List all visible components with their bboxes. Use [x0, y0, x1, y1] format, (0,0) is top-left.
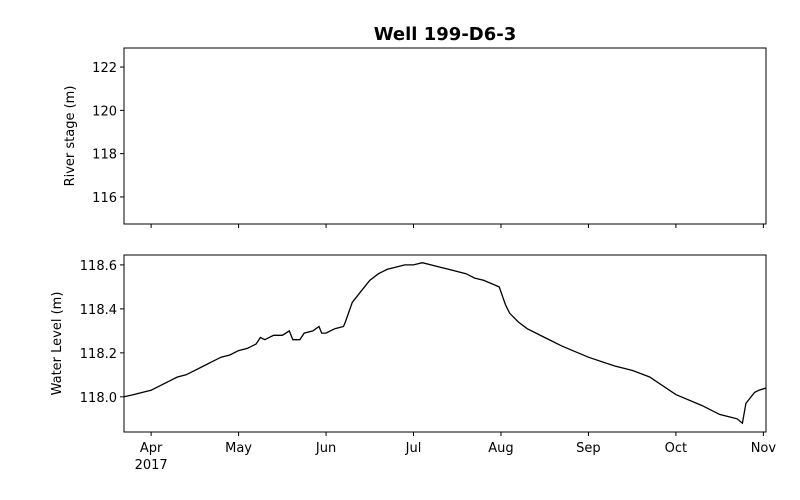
x-tick-label: Sep	[576, 441, 601, 456]
x-tick-label: May	[225, 441, 252, 456]
x-tick-label: Apr 2017	[135, 441, 168, 473]
chart-title: Well 199-D6-3	[374, 24, 517, 45]
plot-frame	[123, 47, 767, 225]
x-tick-label: Nov	[751, 441, 777, 456]
x-tick-label: Jun	[315, 441, 336, 456]
water-level-line	[123, 262, 767, 425]
y-tick-label: 118.0	[80, 391, 117, 406]
x-tick-label: Aug	[488, 441, 513, 456]
plot-frame	[123, 254, 767, 433]
y-tick-label: 118.2	[80, 347, 117, 362]
y-tick-label: 116	[92, 191, 117, 206]
x-tick-label: Jul	[405, 441, 422, 456]
y-tick-label: 118	[92, 148, 117, 163]
y-tick-label: 122	[92, 61, 117, 76]
y-tick-label: 120	[92, 104, 117, 119]
y-axis-label: Water Level (m)	[50, 292, 65, 396]
y-tick-label: 118.4	[80, 303, 117, 318]
y-axis-label: River stage (m)	[63, 86, 78, 187]
y-tick-label: 118.6	[80, 259, 117, 274]
x-tick-label: Oct	[665, 441, 687, 456]
